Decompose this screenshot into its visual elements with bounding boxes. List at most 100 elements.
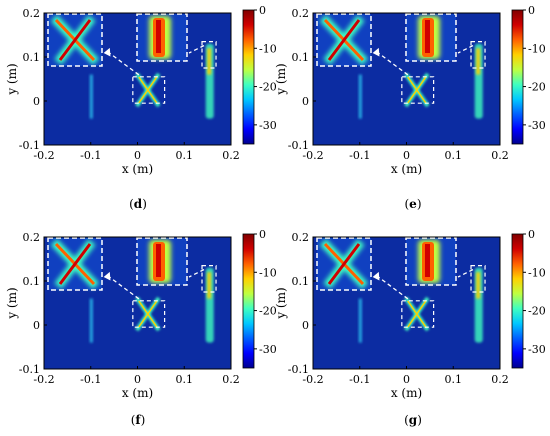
inset-zoom-cross: [47, 13, 103, 67]
y-tick-label: 0: [302, 95, 309, 108]
zoom-arrow-cross: [376, 275, 409, 300]
x-axis-label: x (m): [122, 162, 153, 176]
y-tick-label: 0.1: [23, 275, 41, 288]
y-tick-label: 0.1: [292, 275, 310, 288]
zoom-arrow-strip: [188, 45, 205, 54]
inset-zoom-cross: [316, 13, 372, 67]
x-axis-label: x (m): [122, 386, 153, 400]
colorbar: [511, 233, 524, 369]
x-tick-label: 0: [134, 373, 141, 386]
colorbar-tick-label: 0: [528, 228, 535, 241]
inset-zoom-strip: [405, 13, 457, 62]
right-roi-box: [201, 265, 217, 293]
y-tick-label: 0: [33, 319, 40, 332]
left-strip: [89, 298, 93, 343]
panel-label: (f): [131, 413, 146, 427]
y-tick-label: 0.1: [23, 51, 41, 64]
colorbar-tick-label: -20: [259, 305, 277, 318]
zoom-arrow-strip: [457, 45, 474, 54]
x-tick-label: 0.1: [176, 149, 194, 162]
inset-zoom-strip: [136, 237, 188, 286]
zoom-arrow-cross: [376, 51, 409, 76]
colorbar-tick-label: -20: [259, 81, 277, 94]
zoom-arrow-cross: [107, 51, 140, 76]
colorbar: [242, 9, 255, 145]
colorbar-tick-label: -30: [528, 119, 546, 132]
inset-zoom-cross: [316, 237, 372, 291]
colorbar-tick-label: 0: [259, 4, 266, 17]
left-strip: [358, 298, 362, 343]
y-tick-label: -0.1: [288, 363, 309, 376]
x-tick-label: 0.2: [491, 149, 509, 162]
panel-label: (g): [404, 413, 422, 427]
inset-zoom-strip: [405, 237, 457, 286]
colorbar-tick-label: 0: [528, 4, 535, 17]
x-tick-label: 0: [403, 373, 410, 386]
colorbar-tick-label: -30: [259, 343, 277, 356]
y-tick-label: -0.1: [288, 139, 309, 152]
zoom-arrowhead-cross: [372, 47, 380, 57]
colorbar-tick-label: -20: [528, 81, 546, 94]
right-strip-core: [476, 48, 481, 75]
x-tick-label: -0.2: [33, 149, 54, 162]
zoom-arrowhead-cross: [372, 271, 380, 281]
y-tick-label: 0.2: [23, 231, 41, 244]
inset-zoom-strip: [136, 13, 188, 62]
colorbar-tick-label: -10: [528, 266, 546, 279]
y-tick-label: 0.1: [292, 51, 310, 64]
left-strip: [89, 74, 93, 119]
y-tick-label: 0.2: [23, 7, 41, 20]
x-tick-label: -0.1: [80, 373, 101, 386]
colorbar-tick-label: -30: [259, 119, 277, 132]
colorbar: [511, 9, 524, 145]
x-tick-label: 0.2: [491, 373, 509, 386]
colorbar-tick-label: -10: [259, 266, 277, 279]
y-tick-label: 0: [302, 319, 309, 332]
right-strip-core: [476, 272, 481, 299]
x-tick-label: -0.1: [349, 373, 370, 386]
center-cross-core-b: [407, 76, 427, 104]
panel-d: -0.2 -0.1 0 0.1 0.2-0.100.10.2x (m)y (m)0-10…: [5, 4, 277, 211]
y-tick-label: 0.2: [292, 7, 310, 20]
zoom-arrowhead-cross: [103, 47, 111, 57]
y-axis-label: y (m): [274, 287, 288, 319]
center-cross-core-b: [407, 300, 427, 328]
y-axis-label: y (m): [5, 287, 19, 319]
y-tick-label: -0.1: [19, 139, 40, 152]
x-tick-label: -0.1: [349, 149, 370, 162]
y-tick-label: 0.2: [292, 231, 310, 244]
inset-zoom-cross: [47, 237, 103, 291]
x-tick-label: -0.2: [33, 373, 54, 386]
x-tick-label: -0.1: [80, 149, 101, 162]
center-roi-box: [132, 300, 166, 328]
colorbar-tick-label: -10: [259, 42, 277, 55]
y-axis-label: y (m): [274, 63, 288, 95]
x-tick-label: -0.2: [302, 149, 323, 162]
x-axis-label: x (m): [391, 162, 422, 176]
right-roi-box: [470, 40, 486, 69]
right-strip-core: [207, 272, 212, 299]
colorbar-tick-label: -20: [528, 305, 546, 318]
center-roi-box: [132, 76, 166, 104]
left-strip: [358, 74, 362, 119]
x-tick-label: 0: [134, 149, 141, 162]
x-axis-label: x (m): [391, 386, 422, 400]
panel-f: -0.2 -0.1 0 0.1 0.2-0.100.10.2x (m)y (m)0-10…: [5, 228, 277, 427]
y-axis-label: y (m): [5, 63, 19, 95]
right-roi-box: [470, 265, 486, 293]
panel-e: -0.2 -0.1 0 0.1 0.2-0.100.10.2x (m)y (m)0-10…: [274, 4, 546, 211]
colorbar-tick-label: 0: [259, 228, 266, 241]
colorbar-tick-label: -10: [528, 42, 546, 55]
center-cross-core-b: [138, 300, 158, 328]
center-roi-box: [401, 76, 435, 104]
center-cross-core-b: [138, 76, 158, 104]
colorbar: [242, 233, 255, 369]
x-tick-label: 0.2: [222, 149, 240, 162]
right-strip-core: [207, 48, 212, 75]
x-tick-label: 0.1: [176, 373, 194, 386]
y-tick-label: -0.1: [19, 363, 40, 376]
zoom-arrow-strip: [457, 269, 474, 278]
x-tick-label: 0: [403, 149, 410, 162]
zoom-arrow-strip: [188, 269, 205, 278]
